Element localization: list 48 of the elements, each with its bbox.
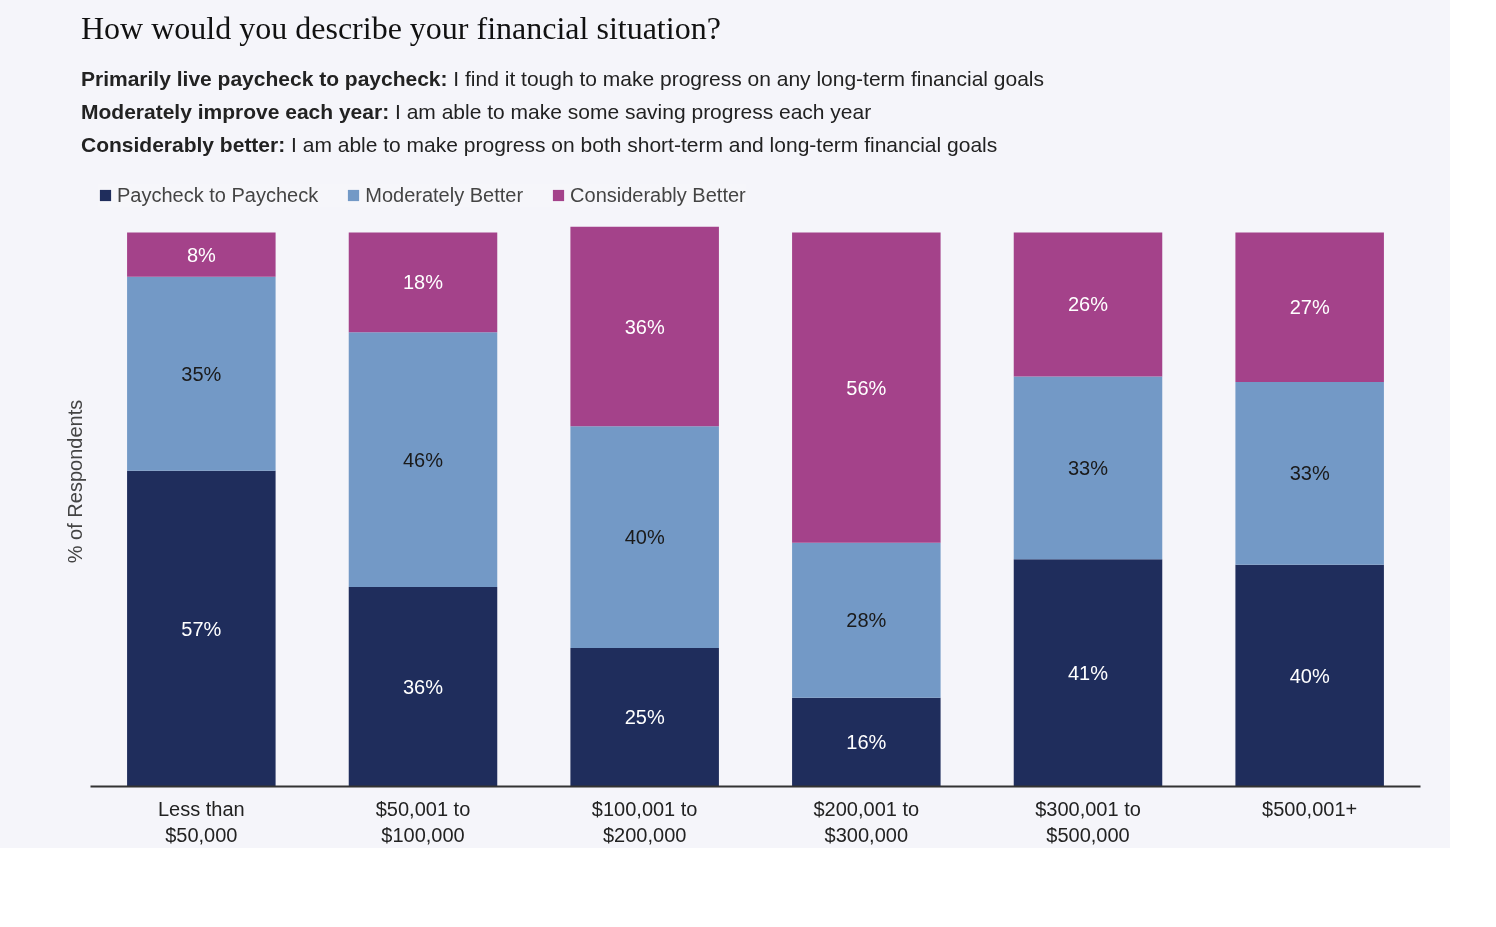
bar xyxy=(570,226,719,427)
bar xyxy=(570,426,719,648)
data-label: 40% xyxy=(1289,664,1330,687)
bar xyxy=(1013,559,1163,787)
data-label: 16% xyxy=(846,730,887,753)
data-label: 25% xyxy=(624,705,665,728)
bar xyxy=(570,647,719,787)
data-label: 40% xyxy=(624,525,665,548)
data-label: 41% xyxy=(1067,661,1109,684)
bar xyxy=(1013,232,1163,377)
x-tick-label: $500,001+ xyxy=(1262,797,1358,820)
bar xyxy=(792,232,941,543)
bar xyxy=(792,697,941,787)
chart-title: How would you describe your financial situation? xyxy=(81,9,721,48)
data-label: 27% xyxy=(1289,295,1330,318)
bar xyxy=(348,331,498,587)
data-label: 56% xyxy=(846,376,887,399)
data-label: 33% xyxy=(1289,462,1330,485)
x-tick-label: $100,001 to $200,000 xyxy=(591,797,698,846)
x-tick-label: $300,001 to $500,000 xyxy=(1035,797,1141,846)
data-label: 46% xyxy=(402,448,444,471)
data-label: 35% xyxy=(181,362,222,385)
data-label: 8% xyxy=(186,243,216,266)
bar xyxy=(127,232,276,277)
x-tick-label: Less than $50,000 xyxy=(157,797,245,846)
bar xyxy=(1235,564,1384,787)
y-axis-title: % of Respondents xyxy=(63,399,86,563)
data-label: 26% xyxy=(1067,293,1109,316)
data-label: 36% xyxy=(624,315,665,338)
bar xyxy=(348,232,498,332)
bar xyxy=(127,470,276,787)
x-tick-label: $200,001 to $300,000 xyxy=(813,797,920,846)
bar xyxy=(1235,381,1384,565)
data-label: 36% xyxy=(402,675,444,698)
legend-label: Considerably Better xyxy=(570,183,746,207)
bar xyxy=(1235,232,1384,382)
legend-label: Moderately Better xyxy=(365,183,524,207)
data-label: 28% xyxy=(846,608,887,631)
data-label: 57% xyxy=(181,617,222,640)
bar xyxy=(1013,376,1163,560)
bar xyxy=(348,586,498,787)
data-label: 33% xyxy=(1067,456,1109,479)
data-label: 18% xyxy=(402,270,444,293)
legend-label: Paycheck to Paycheck xyxy=(117,183,319,207)
bar xyxy=(127,276,276,471)
bar xyxy=(792,542,941,698)
x-tick-label: $50,001 to $100,000 xyxy=(375,797,471,846)
text: Primarily live paycheck to paycheck: I find it tough to make progress on any long-term financial goals Moderately improve each year: I am able to make some saving progress each year Considerably better: I am able to make progress on both short-term and long-term financial goals xyxy=(81,66,1045,156)
